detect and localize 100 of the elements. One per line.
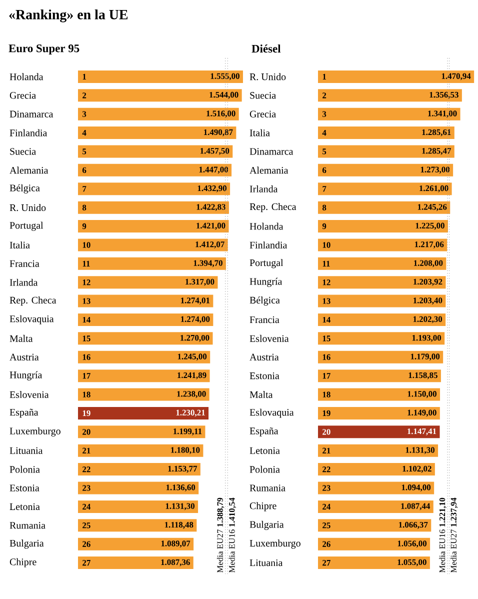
bar bbox=[318, 313, 446, 326]
data-label: 1.412,07 bbox=[196, 241, 224, 248]
data-label: 1.066,37 bbox=[398, 522, 428, 529]
ref-line-label: Media EU16 1.410,54 bbox=[228, 498, 236, 573]
data-label: 1.147,41 bbox=[408, 428, 436, 436]
bar bbox=[78, 108, 239, 120]
bar bbox=[78, 182, 230, 196]
annotation: 24 bbox=[82, 504, 90, 510]
bar bbox=[318, 350, 444, 364]
bar bbox=[78, 519, 197, 532]
data-label: 1.447,00 bbox=[199, 166, 228, 174]
bar bbox=[318, 220, 448, 233]
annotation: 5 bbox=[82, 148, 86, 154]
annotation: 26 bbox=[82, 541, 90, 547]
data-label: 1.179,00 bbox=[410, 354, 440, 361]
bar bbox=[78, 313, 214, 326]
y-tick-label: Dinamarca bbox=[250, 148, 294, 155]
annotation: 4 bbox=[322, 130, 326, 136]
annotation: 13 bbox=[322, 298, 330, 304]
bar bbox=[78, 164, 232, 176]
y-tick-label: Letonia bbox=[10, 503, 40, 510]
annotation: 9 bbox=[82, 223, 86, 230]
y-tick-label: Lituania bbox=[250, 559, 283, 566]
annotation: 27 bbox=[82, 560, 90, 566]
data-label: 1.544,00 bbox=[210, 92, 238, 99]
data-label: 1.470,94 bbox=[442, 73, 471, 80]
y-tick-label: Bulgaria bbox=[10, 540, 44, 549]
bar bbox=[318, 556, 430, 570]
data-label: 1.285,47 bbox=[422, 148, 451, 155]
annotation: 14 bbox=[322, 316, 330, 323]
y-tick-label: Italia bbox=[10, 241, 30, 248]
y-tick-label: Holanda bbox=[10, 73, 44, 80]
annotation: 10 bbox=[322, 242, 330, 248]
bar bbox=[318, 126, 454, 140]
annotation: 5 bbox=[322, 148, 326, 154]
y-tick-label: Bulgaria bbox=[250, 520, 284, 530]
y-tick-label: Rumania bbox=[10, 522, 46, 529]
ref-line-label: Media EU27 1.237,94 bbox=[450, 498, 458, 573]
chart-title: Diésel bbox=[252, 44, 281, 53]
ref-line-label: Media EU27 1.388,79 bbox=[216, 498, 224, 573]
bar bbox=[318, 108, 460, 120]
data-label: 1.056,00 bbox=[398, 540, 426, 548]
bar bbox=[318, 294, 446, 308]
data-label: 1.087,44 bbox=[401, 503, 430, 510]
bar bbox=[78, 70, 243, 83]
annotation: 22 bbox=[82, 466, 90, 472]
y-tick-label: Dinamarca bbox=[10, 110, 54, 118]
bar bbox=[78, 294, 214, 308]
bar bbox=[318, 444, 438, 457]
y-tick-label: Holanda bbox=[250, 222, 284, 230]
data-label: 1.150,00 bbox=[408, 391, 436, 398]
data-label: 1.421,00 bbox=[196, 222, 226, 230]
bar bbox=[318, 482, 434, 494]
data-label: 1.457,50 bbox=[200, 148, 230, 155]
bar bbox=[78, 201, 229, 214]
data-label: 1.230,21 bbox=[176, 410, 205, 417]
y-tick-label: Grecia bbox=[10, 92, 36, 99]
data-label: 1.432,90 bbox=[198, 185, 226, 192]
annotation: 20 bbox=[322, 429, 330, 435]
data-label: 1.238,00 bbox=[177, 391, 206, 398]
bar bbox=[318, 182, 452, 196]
y-tick-label: Letonia bbox=[250, 447, 280, 454]
data-label: 1.261,00 bbox=[420, 185, 448, 192]
y-tick-label: Portugal bbox=[250, 259, 284, 268]
annotation: 19 bbox=[322, 410, 330, 416]
y-tick-label: Estonia bbox=[250, 372, 280, 380]
annotation: 15 bbox=[82, 336, 90, 342]
bar bbox=[318, 257, 446, 270]
annotation: 25 bbox=[322, 522, 330, 528]
annotation: 18 bbox=[322, 392, 330, 398]
annotation: 21 bbox=[82, 448, 90, 454]
y-tick-label: Lituania bbox=[10, 447, 43, 454]
data-label: 1.356,53 bbox=[430, 92, 458, 99]
bar bbox=[78, 370, 210, 382]
y-tick-label: Rumania bbox=[250, 484, 286, 492]
data-label: 1.555,00 bbox=[210, 73, 240, 80]
data-label: 1.118,48 bbox=[164, 522, 194, 529]
annotation: 27 bbox=[322, 560, 330, 566]
annotation: 20 bbox=[82, 429, 90, 435]
y-tick-label: Grecia bbox=[250, 110, 276, 118]
data-label: 1.149,00 bbox=[408, 410, 436, 417]
bar bbox=[318, 145, 454, 158]
y-tick-label: Eslovaquia bbox=[250, 408, 294, 418]
y-tick-label: Austria bbox=[250, 354, 279, 360]
annotation: 23 bbox=[322, 485, 330, 491]
annotation: 12 bbox=[322, 280, 330, 286]
bar bbox=[318, 463, 435, 476]
bar bbox=[78, 257, 226, 270]
annotation: 8 bbox=[82, 204, 86, 210]
annotation: 14 bbox=[82, 316, 90, 323]
data-label: 1.158,85 bbox=[408, 372, 438, 380]
y-tick-label: R. Unido bbox=[10, 204, 46, 212]
data-label: 1.274,00 bbox=[180, 316, 210, 324]
y-tick-label: Alemania bbox=[10, 166, 48, 174]
y-tick-label: Alemania bbox=[250, 166, 288, 174]
annotation: 6 bbox=[322, 167, 326, 174]
data-label: 1.203,40 bbox=[413, 298, 442, 305]
data-label: 1.208,00 bbox=[414, 260, 443, 268]
bar bbox=[318, 426, 440, 438]
y-tick-label: R. Unido bbox=[250, 73, 286, 80]
